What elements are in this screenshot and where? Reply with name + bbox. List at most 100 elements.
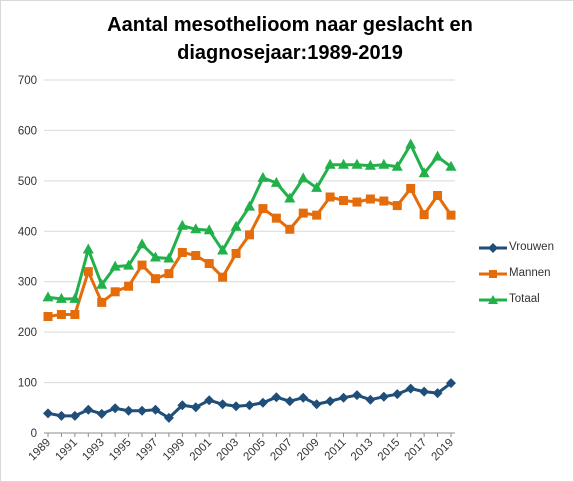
x-tick-label-1993: 1993 (80, 437, 107, 464)
point-mannen-1999 (177, 247, 187, 257)
point-totaal-2015 (391, 160, 403, 171)
point-vrouwen-1995 (123, 405, 134, 416)
point-totaal-1989 (42, 291, 54, 302)
point-totaal-2013 (364, 159, 376, 170)
y-tick-label-300: 300 (18, 277, 37, 289)
x-tick-label-1999: 1999 (161, 437, 188, 464)
point-vrouwen-2004 (244, 400, 255, 411)
y-tick-label-600: 600 (18, 125, 37, 137)
point-mannen-2008 (298, 208, 308, 218)
point-totaal-1997 (149, 251, 161, 262)
point-vrouwen-2008 (298, 392, 309, 403)
point-mannen-2017 (419, 210, 429, 220)
point-mannen-1989 (43, 312, 53, 322)
point-vrouwen-2014 (378, 391, 389, 402)
point-vrouwen-1996 (137, 405, 148, 416)
point-mannen-1996 (137, 260, 147, 270)
y-tick-label-200: 200 (18, 327, 37, 339)
x-tick-label-1997: 1997 (134, 437, 161, 464)
x-tick-label-2001: 2001 (188, 437, 215, 464)
point-mannen-2011 (339, 196, 349, 206)
series-line-totaal (47, 143, 452, 301)
chart-title-line-2: diagnosejaar:1989-2019 (177, 42, 403, 64)
point-vrouwen-2015 (392, 389, 403, 400)
point-totaal-2017 (418, 167, 430, 178)
point-vrouwen-2007 (284, 396, 295, 407)
point-totaal-2001 (203, 224, 215, 235)
point-totaal-2019 (445, 160, 457, 171)
point-vrouwen-2013 (365, 394, 376, 405)
point-vrouwen-2005 (257, 397, 268, 408)
legend-swatch-vrouwen (479, 243, 507, 253)
legend-swatch-mannen (479, 270, 507, 278)
point-totaal-2006 (270, 176, 282, 187)
point-vrouwen-2018 (432, 388, 443, 399)
y-tick-label-500: 500 (18, 176, 37, 188)
point-mannen-2015 (392, 201, 402, 211)
point-vrouwen-1991 (69, 410, 80, 421)
point-mannen-1992 (83, 267, 93, 277)
point-mannen-2004 (245, 230, 254, 240)
chart-title: Aantal mesothelioom naar geslacht en dia… (60, 11, 520, 67)
x-tick-label-1991: 1991 (53, 437, 80, 464)
x-tick-label-1995: 1995 (107, 437, 134, 464)
point-totaal-2002 (217, 244, 229, 255)
point-totaal-1991 (69, 292, 81, 303)
point-vrouwen-1992 (83, 404, 94, 415)
x-tick-label-2015: 2015 (376, 437, 403, 464)
x-tick-label-2003: 2003 (215, 437, 242, 464)
point-totaal-1990 (55, 292, 67, 303)
point-vrouwen-1997 (150, 404, 161, 415)
point-mannen-2009 (312, 210, 322, 220)
point-totaal-2014 (378, 158, 390, 169)
point-totaal-2018 (432, 150, 444, 161)
x-tick-label-2005: 2005 (241, 437, 268, 464)
point-vrouwen-2019 (446, 378, 456, 389)
point-totaal-2009 (311, 181, 323, 192)
point-vrouwen-2017 (419, 386, 430, 397)
point-mannen-2016 (406, 183, 416, 193)
point-mannen-1998 (164, 269, 174, 279)
point-totaal-1995 (123, 259, 135, 270)
legend-label-mannen: Mannen (509, 267, 551, 279)
x-tick-label-1989: 1989 (27, 437, 54, 464)
point-totaal-2016 (405, 138, 417, 149)
point-mannen-1994 (110, 287, 120, 297)
point-totaal-2012 (351, 158, 363, 169)
point-vrouwen-2006 (271, 392, 282, 403)
point-mannen-1991 (70, 309, 80, 319)
point-mannen-2006 (271, 213, 281, 223)
point-totaal-2007 (284, 192, 296, 203)
point-vrouwen-1999 (177, 400, 188, 411)
x-tick-label-2009: 2009 (295, 437, 322, 464)
point-vrouwen-2010 (325, 396, 336, 407)
point-vrouwen-1994 (110, 403, 121, 414)
point-totaal-2011 (338, 158, 350, 169)
point-mannen-1993 (97, 297, 107, 307)
point-vrouwen-2012 (351, 390, 362, 401)
point-mannen-2000 (191, 250, 201, 260)
y-tick-label-700: 700 (18, 75, 37, 87)
point-vrouwen-2000 (190, 402, 201, 413)
point-mannen-2007 (285, 224, 295, 234)
legend-label-totaal: Totaal (509, 293, 540, 305)
legend-swatch-totaal (479, 295, 507, 304)
point-totaal-1999 (176, 219, 188, 230)
y-tick-label-0: 0 (31, 428, 37, 440)
point-totaal-1993 (96, 278, 108, 289)
x-tick-label-2019: 2019 (430, 437, 457, 464)
x-tick-label-2017: 2017 (403, 437, 430, 464)
point-totaal-2004 (244, 200, 255, 211)
x-tick-label-2013: 2013 (349, 437, 376, 464)
point-vrouwen-2016 (405, 383, 416, 394)
point-mannen-2002 (218, 272, 228, 282)
point-totaal-2000 (190, 223, 202, 234)
point-vrouwen-1989 (43, 408, 53, 419)
x-tick-label-2007: 2007 (268, 437, 295, 464)
point-mannen-2012 (352, 197, 362, 207)
point-mannen-2003 (231, 248, 241, 258)
point-vrouwen-1993 (96, 408, 107, 419)
point-totaal-1992 (82, 243, 94, 254)
point-vrouwen-2003 (231, 401, 242, 412)
